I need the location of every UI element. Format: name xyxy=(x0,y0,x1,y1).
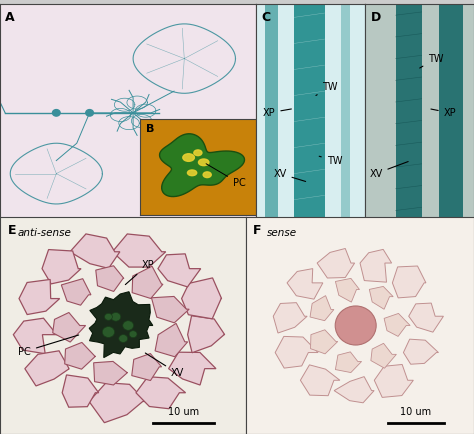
Ellipse shape xyxy=(203,172,211,178)
FancyBboxPatch shape xyxy=(264,4,278,221)
Polygon shape xyxy=(132,354,162,381)
FancyBboxPatch shape xyxy=(294,4,325,221)
Polygon shape xyxy=(64,342,95,369)
Ellipse shape xyxy=(194,150,202,156)
Polygon shape xyxy=(152,296,189,323)
Polygon shape xyxy=(160,134,245,197)
Polygon shape xyxy=(369,286,393,309)
Circle shape xyxy=(102,327,115,338)
Polygon shape xyxy=(13,318,57,354)
Ellipse shape xyxy=(199,159,209,166)
Text: PC: PC xyxy=(206,164,246,188)
Text: B: B xyxy=(146,124,154,134)
Ellipse shape xyxy=(183,154,194,161)
Circle shape xyxy=(53,110,60,116)
Text: TW: TW xyxy=(319,155,342,166)
Circle shape xyxy=(86,110,93,116)
Polygon shape xyxy=(273,302,307,333)
Circle shape xyxy=(104,313,112,320)
Polygon shape xyxy=(317,249,355,278)
Polygon shape xyxy=(310,296,334,321)
FancyBboxPatch shape xyxy=(341,4,350,221)
Text: 10 um: 10 um xyxy=(401,407,431,417)
Text: TW: TW xyxy=(419,53,444,68)
Polygon shape xyxy=(336,278,359,302)
Polygon shape xyxy=(70,234,120,268)
Text: D: D xyxy=(371,11,381,24)
Polygon shape xyxy=(62,375,99,407)
Polygon shape xyxy=(136,377,186,409)
Circle shape xyxy=(335,306,376,345)
Text: XV: XV xyxy=(273,168,306,181)
Text: XV: XV xyxy=(369,161,408,179)
FancyBboxPatch shape xyxy=(439,4,463,221)
Text: C: C xyxy=(262,11,271,24)
Polygon shape xyxy=(182,278,221,319)
Polygon shape xyxy=(336,352,362,372)
Polygon shape xyxy=(132,266,163,299)
Polygon shape xyxy=(374,365,413,398)
Polygon shape xyxy=(53,312,86,342)
Text: XV: XV xyxy=(146,353,184,378)
Circle shape xyxy=(129,331,137,338)
Text: XP: XP xyxy=(125,260,154,285)
Circle shape xyxy=(119,335,128,342)
Text: 10 um: 10 um xyxy=(168,407,199,417)
Polygon shape xyxy=(301,365,340,396)
Polygon shape xyxy=(275,336,318,368)
Polygon shape xyxy=(158,254,201,287)
Polygon shape xyxy=(169,352,216,385)
Polygon shape xyxy=(96,266,124,292)
Polygon shape xyxy=(371,343,396,368)
Ellipse shape xyxy=(187,170,197,176)
Text: sense: sense xyxy=(267,228,297,238)
Polygon shape xyxy=(287,269,323,299)
Text: A: A xyxy=(5,11,15,24)
Polygon shape xyxy=(384,313,410,336)
Text: E: E xyxy=(8,224,16,237)
Text: XP: XP xyxy=(431,108,456,118)
Text: XP: XP xyxy=(263,108,292,118)
Circle shape xyxy=(111,312,121,321)
Polygon shape xyxy=(334,377,374,403)
Polygon shape xyxy=(155,323,188,357)
Polygon shape xyxy=(89,383,146,423)
Polygon shape xyxy=(25,351,69,386)
Text: F: F xyxy=(253,224,262,237)
Polygon shape xyxy=(188,316,225,353)
Polygon shape xyxy=(310,330,338,354)
Polygon shape xyxy=(42,250,81,284)
Polygon shape xyxy=(360,250,392,282)
Polygon shape xyxy=(112,234,166,267)
Text: PC: PC xyxy=(18,335,79,357)
FancyBboxPatch shape xyxy=(395,4,422,221)
Polygon shape xyxy=(89,292,153,358)
Text: TW: TW xyxy=(316,82,338,95)
Polygon shape xyxy=(61,279,91,305)
Polygon shape xyxy=(19,279,60,315)
Circle shape xyxy=(123,321,134,330)
Polygon shape xyxy=(403,339,438,364)
Polygon shape xyxy=(94,362,128,385)
Text: anti-sense: anti-sense xyxy=(17,228,71,238)
Polygon shape xyxy=(409,303,444,332)
Polygon shape xyxy=(392,266,426,298)
